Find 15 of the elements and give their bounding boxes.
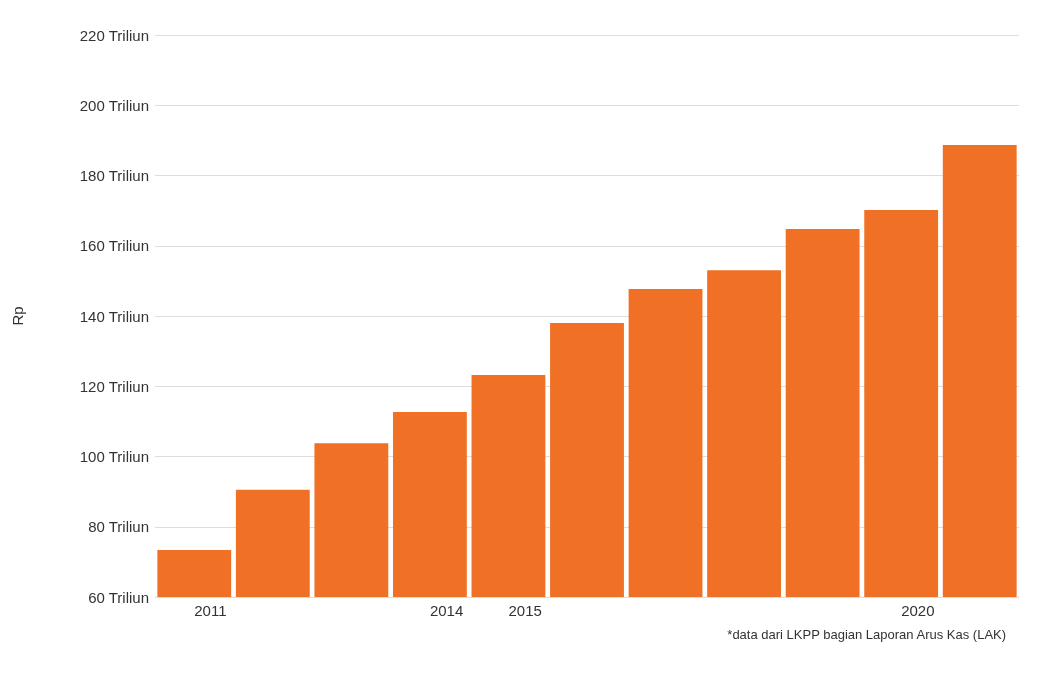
x-tick-label: 2014 <box>429 602 464 619</box>
y-tick-label: 160 Triliun <box>79 237 149 255</box>
y-tick-label: 140 Triliun <box>79 307 149 325</box>
x-tick-label: 2015 <box>508 602 542 619</box>
y-tick-label: 100 Triliun <box>79 448 149 465</box>
y-tick-label: 60 Triliun <box>88 588 149 606</box>
x-tick-label: 2011 <box>194 602 227 619</box>
y-tick-label: 200 Triliun <box>79 96 149 114</box>
y-axis-title: Rp <box>9 306 26 326</box>
x-tick-label: 2020 <box>901 602 935 619</box>
text: *data dari LKPP bagian Laporan Arus Kas (LAK) <box>727 627 1007 642</box>
y-tick-label: 80 Triliun <box>88 518 149 536</box>
y-tick-label: 120 Triliun <box>79 377 149 395</box>
y-tick-label: 180 Triliun <box>79 167 149 184</box>
y-tick-label: 220 Triliun <box>79 26 149 44</box>
